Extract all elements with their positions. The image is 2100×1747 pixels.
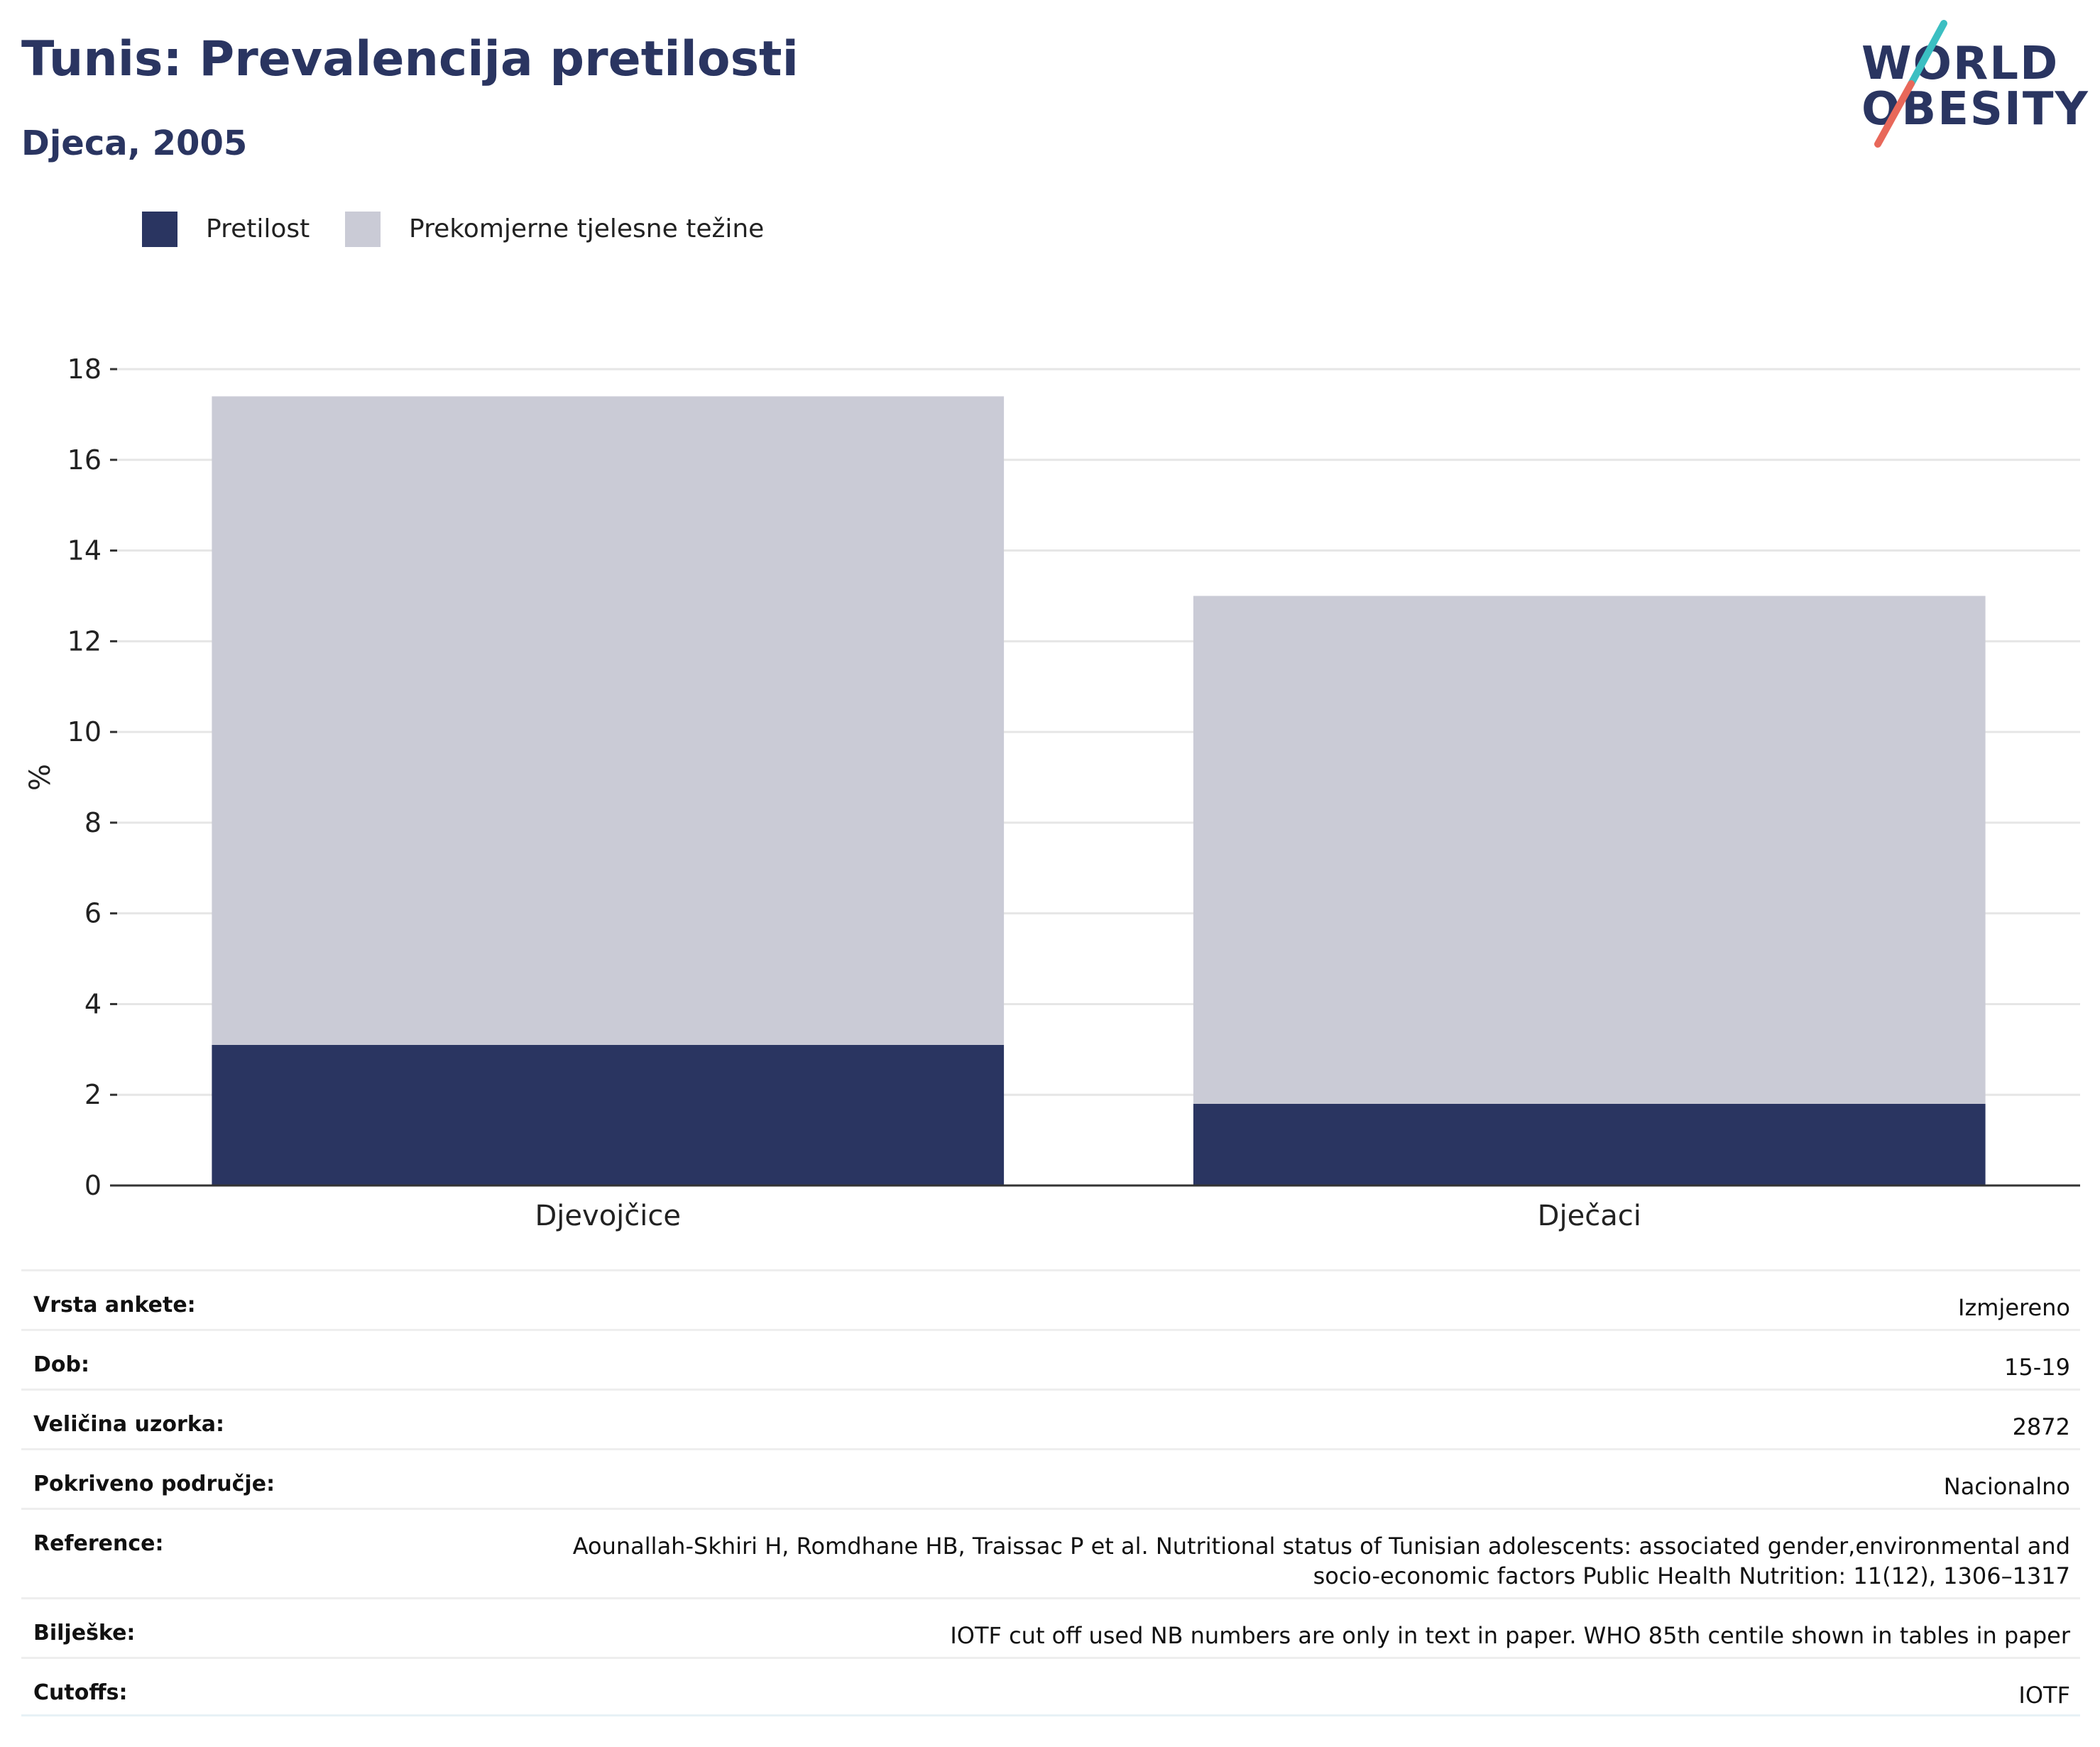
- info-label: Vrsta ankete:: [33, 1293, 196, 1318]
- info-label: Bilješke:: [33, 1621, 136, 1645]
- bar-obesity-1: [1193, 1104, 1986, 1185]
- legend-swatch-overweight: [345, 212, 381, 247]
- info-row-survey-type: Vrsta ankete: Izmjereno: [21, 1269, 2080, 1329]
- info-value: IOTF: [2018, 1682, 2070, 1709]
- y-tick-label: 2: [84, 1079, 102, 1110]
- info-label: Reference:: [33, 1531, 164, 1556]
- y-tick-label: 12: [67, 625, 102, 657]
- x-tick-label: Djevojčice: [535, 1200, 682, 1232]
- info-row-cutoffs: Cutoffs: IOTF: [21, 1657, 2080, 1716]
- info-row-reference: Reference: Aounallah-Skhiri H, Romdhane …: [21, 1508, 2080, 1597]
- chart-title: Tunis: Prevalencija pretilosti: [21, 31, 799, 87]
- stacked-bar-chart: 0 2 4 6 8 10 12 14 16 18% Djevojčice Dječaci: [24, 354, 2080, 1232]
- y-tick-label: 10: [67, 716, 102, 747]
- logo-slash-icon: [1874, 20, 1947, 148]
- info-value: 2872: [2012, 1413, 2070, 1440]
- y-tick-label: 16: [67, 444, 102, 476]
- x-tick-label: Dječaci: [1538, 1200, 1641, 1232]
- world-obesity-logo: WORLD OBESITY: [1853, 20, 2088, 155]
- info-row-age: Dob: 15-19: [21, 1329, 2080, 1389]
- info-label: Veličina uzorka:: [33, 1412, 225, 1437]
- legend-swatch-obesity: [142, 212, 177, 247]
- logo-word-world: WORLD: [1861, 38, 2060, 90]
- y-tick-label: 0: [84, 1170, 102, 1201]
- info-row-sample-size: Veličina uzorka: 2872: [21, 1389, 2080, 1448]
- bar-overweight-1: [1193, 596, 1986, 1104]
- y-tick-label: 4: [84, 988, 102, 1019]
- info-value: IOTF cut off used NB numbers are only in…: [950, 1622, 2070, 1649]
- info-label: Dob:: [33, 1352, 89, 1377]
- y-tick-label: 8: [84, 807, 102, 838]
- legend-label-overweight: Prekomjerne tjelesne težine: [409, 214, 765, 243]
- y-tick-label: 18: [67, 354, 102, 385]
- y-tick-label: 6: [84, 898, 102, 929]
- info-label: Cutoffs:: [33, 1680, 128, 1705]
- bar-obesity-0: [212, 1044, 1005, 1185]
- info-value: 15-19: [2004, 1354, 2070, 1381]
- legend-label-obesity: Pretilost: [206, 214, 310, 243]
- info-row-coverage: Pokriveno područje: Nacionalno: [21, 1448, 2080, 1508]
- info-value: Izmjereno: [1958, 1294, 2070, 1321]
- survey-info-table: Vrsta ankete: Izmjereno Dob: 15-19 Velič…: [21, 1269, 2080, 1716]
- chart-subtitle: Djeca, 2005: [21, 124, 248, 163]
- y-axis-label: %: [24, 764, 57, 791]
- bar-overweight-0: [212, 396, 1005, 1045]
- info-row-notes: Bilješke: IOTF cut off used NB numbers a…: [21, 1597, 2080, 1657]
- info-value: Nacionalno: [1943, 1473, 2070, 1500]
- info-label: Pokriveno područje:: [33, 1472, 275, 1496]
- y-tick-label: 14: [67, 535, 102, 566]
- info-value: Aounallah-Skhiri H, Romdhane HB, Traissa…: [572, 1533, 2070, 1589]
